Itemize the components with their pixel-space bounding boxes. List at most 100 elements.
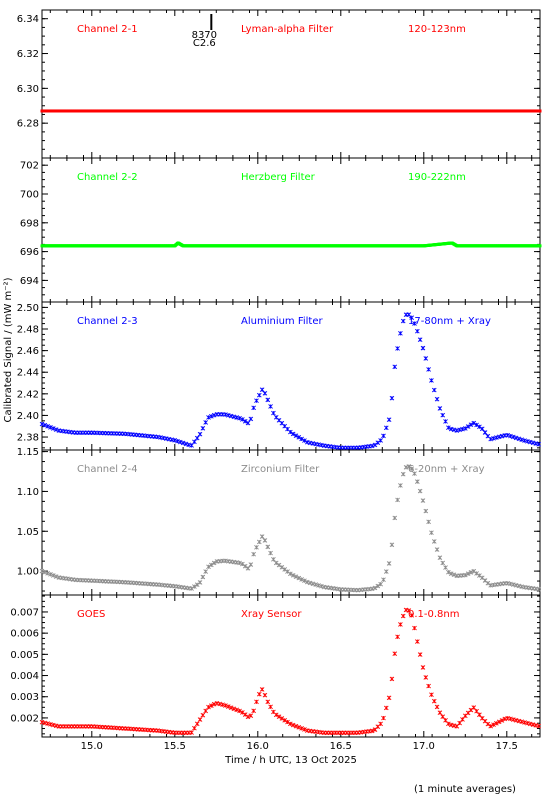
panel-4: 1.00 1.05 1.10 1.15 Channel 2-4 Zirconium Fil… xyxy=(17,447,541,596)
data-point xyxy=(383,425,389,431)
data-point xyxy=(262,692,268,698)
x-tick-label: 15.5 xyxy=(164,741,186,752)
data-point xyxy=(412,321,417,326)
data-point xyxy=(471,568,477,574)
x-tick-label: 16.0 xyxy=(247,741,269,752)
filter-label: Aluminium Filter xyxy=(241,316,324,327)
data-point xyxy=(409,315,415,320)
data-point xyxy=(409,613,415,618)
data-point xyxy=(228,413,234,419)
data-point xyxy=(209,703,214,708)
data-point xyxy=(446,721,451,727)
data-point xyxy=(299,577,304,582)
data-point xyxy=(39,568,45,574)
y-tick-label: 2.42 xyxy=(17,389,39,400)
data-point xyxy=(180,440,186,446)
data-point xyxy=(192,439,197,445)
data-point xyxy=(488,723,494,729)
data-point xyxy=(200,574,206,580)
data-point xyxy=(491,722,496,728)
x-tick-label: 17.5 xyxy=(496,741,518,752)
data-point xyxy=(499,718,505,723)
data-point xyxy=(423,508,429,514)
data-point xyxy=(48,572,53,577)
footnote: (1 minute averages) xyxy=(414,784,516,795)
panels: 6.28 6.30 6.32 6.34 Channel 2-1 Lyman-alpha F… xyxy=(10,9,542,752)
series-points xyxy=(40,109,542,113)
data-point xyxy=(194,721,200,727)
filter-label: Xray Sensor xyxy=(241,609,302,620)
y-tick-label: 0.006 xyxy=(10,629,39,640)
data-point xyxy=(491,436,496,441)
data-point xyxy=(234,707,240,713)
data-point xyxy=(516,436,522,442)
data-point xyxy=(268,550,273,556)
data-point xyxy=(423,675,429,680)
data-point xyxy=(271,410,276,416)
data-point xyxy=(282,717,288,723)
data-point xyxy=(448,571,454,576)
data-point xyxy=(465,424,471,429)
channel-label: Channel 2-1 xyxy=(77,24,138,35)
y-tick-label: 698 xyxy=(20,218,39,229)
data-point xyxy=(406,608,412,613)
data-point xyxy=(468,570,474,575)
data-point xyxy=(451,427,457,433)
data-point xyxy=(502,716,508,722)
data-point xyxy=(290,722,296,728)
data-point xyxy=(189,443,194,448)
data-point xyxy=(39,421,45,427)
data-point xyxy=(527,721,533,727)
data-point xyxy=(378,438,383,443)
data-point xyxy=(307,580,313,586)
data-point xyxy=(431,539,437,544)
data-point xyxy=(293,723,299,729)
data-point xyxy=(282,567,288,572)
data-point xyxy=(398,331,403,336)
data-point xyxy=(392,515,398,521)
data-point xyxy=(372,585,378,591)
data-point xyxy=(383,705,389,711)
data-point xyxy=(285,719,290,725)
data-point xyxy=(423,356,429,361)
data-point xyxy=(462,426,468,431)
data-point xyxy=(451,572,457,578)
data-point xyxy=(259,534,265,539)
data-point xyxy=(392,364,398,370)
data-point xyxy=(203,569,208,574)
data-point xyxy=(259,387,265,393)
data-point xyxy=(197,717,203,722)
data-point xyxy=(508,581,513,587)
data-point xyxy=(245,566,251,571)
data-point xyxy=(443,717,448,723)
data-point xyxy=(508,716,513,722)
data-point xyxy=(48,722,53,727)
y-tick-label: 2.48 xyxy=(17,325,39,336)
data-point xyxy=(299,436,304,442)
y-tick-label: 0.007 xyxy=(10,607,39,618)
data-point xyxy=(471,705,477,710)
data-point xyxy=(499,433,505,439)
data-point xyxy=(206,704,211,710)
data-point xyxy=(53,574,59,579)
data-point xyxy=(538,109,542,113)
data-point xyxy=(415,639,420,644)
y-tick-label: 1.00 xyxy=(17,567,39,578)
data-point xyxy=(516,718,522,724)
data-point xyxy=(189,730,194,735)
data-point xyxy=(395,634,400,640)
data-point xyxy=(395,346,400,351)
data-point xyxy=(50,722,56,728)
data-point xyxy=(485,580,491,586)
data-point xyxy=(443,419,448,424)
data-point xyxy=(525,720,530,726)
data-point xyxy=(209,413,214,419)
data-point xyxy=(477,712,482,718)
data-point xyxy=(172,437,177,443)
data-point xyxy=(375,583,381,589)
data-point xyxy=(45,423,50,429)
data-point xyxy=(479,426,485,432)
data-point xyxy=(403,465,409,470)
data-point xyxy=(426,367,431,372)
data-point xyxy=(513,435,519,441)
